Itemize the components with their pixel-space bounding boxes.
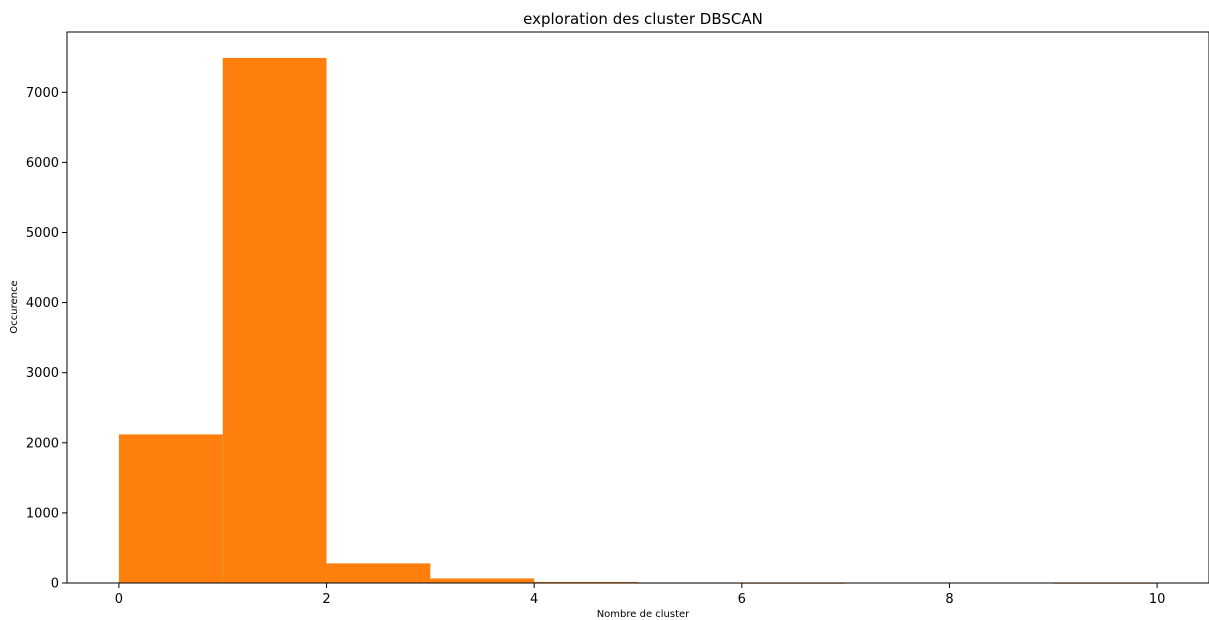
x-tick-label: 10 [1149,592,1166,607]
y-tick-label: 6000 [26,156,59,171]
x-axis-ticks: 0 2 4 6 8 10 [115,583,1166,607]
x-tick-label: 6 [738,592,746,607]
y-tick-label: 2000 [26,436,59,451]
x-tick-label: 8 [945,592,953,607]
y-axis-ticks: 0 1000 2000 3000 4000 5000 6000 7000 [26,86,67,592]
y-axis-label: Occurence [9,280,20,333]
y-tick-label: 3000 [26,366,59,381]
y-tick-label: 0 [51,577,59,592]
histogram-bar-4 [534,581,638,583]
histogram-bar-0 [118,434,223,583]
chart-title: exploration des cluster DBSCAN [523,10,763,28]
y-tick-label: 4000 [26,296,59,311]
x-tick-label: 2 [322,592,330,607]
plot-frame [66,31,1209,584]
x-tick-label: 4 [530,592,538,607]
x-tick-label: 0 [115,592,123,607]
x-axis-label: Nombre de cluster [597,609,690,620]
y-tick-label: 5000 [26,226,59,241]
y-tick-label: 7000 [26,86,59,101]
histogram-bars [118,57,1158,584]
histogram-bar-1 [222,57,327,583]
histogram-bar-2 [326,563,431,583]
histogram-bar-3 [430,578,535,583]
y-tick-label: 1000 [26,506,59,521]
